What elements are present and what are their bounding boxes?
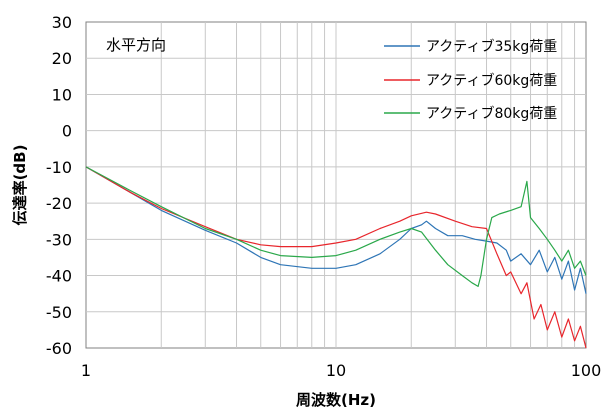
y-tick-label: 20: [52, 49, 72, 68]
y-tick-label: 30: [52, 13, 72, 32]
y-tick-label: -50: [46, 303, 72, 322]
series-layer: [85, 166, 587, 349]
y-tick-label: 0: [62, 122, 72, 141]
annotation-label: 水平方向: [106, 36, 166, 54]
y-axis-title: 伝達率(dB): [11, 145, 29, 226]
legend-label-35kg: アクティブ35kg荷重: [426, 38, 557, 55]
legend-label-80kg: アクティブ80kg荷重: [426, 105, 557, 122]
y-tick-label: 10: [52, 85, 72, 104]
x-tick-label: 100: [571, 361, 602, 380]
y-tick-label: -60: [46, 339, 72, 358]
grid: [86, 22, 586, 348]
y-tick-label: -10: [46, 158, 72, 177]
y-tick-label: -40: [46, 267, 72, 286]
series-line-2: [85, 166, 587, 287]
x-tick-label: 1: [81, 361, 91, 380]
x-tick-label: 10: [326, 361, 346, 380]
legend: アクティブ35kg荷重 アクティブ60kg荷重 アクティブ80kg荷重: [384, 38, 557, 122]
series-line-1: [85, 166, 587, 349]
series-line-0: [85, 166, 587, 294]
legend-label-60kg: アクティブ60kg荷重: [426, 72, 557, 89]
x-axis-title: 周波数(Hz): [296, 391, 376, 409]
y-tick-label: -20: [46, 194, 72, 213]
y-tick-label: -30: [46, 230, 72, 249]
